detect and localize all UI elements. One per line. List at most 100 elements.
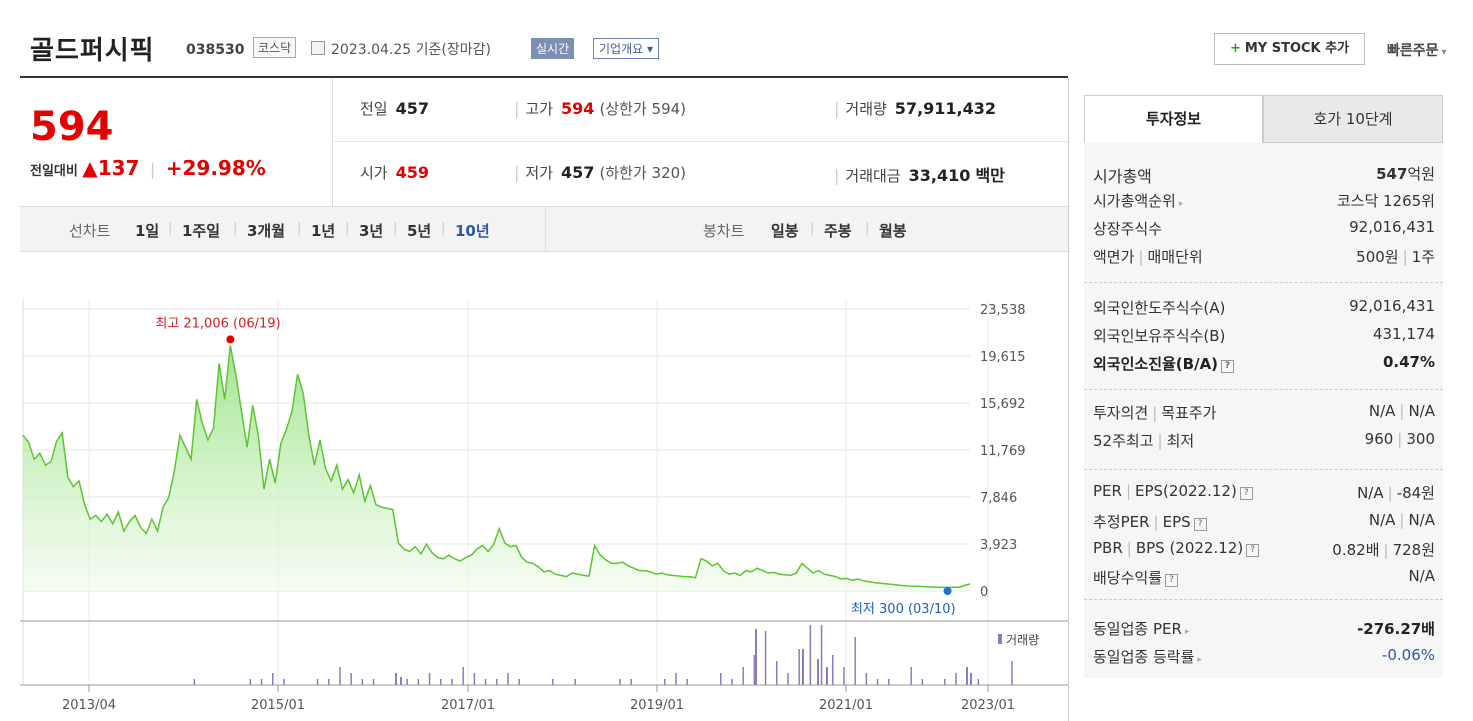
tab-separator: | [865, 221, 870, 236]
current-price: 594 [30, 104, 114, 150]
realtime-button[interactable]: 실시간 [531, 38, 575, 59]
high-value: 594 [561, 99, 595, 118]
calendar-icon [311, 41, 325, 55]
x-tick-label: 2015/01 [251, 698, 305, 713]
y-tick-label: 7,846 [980, 491, 1017, 506]
est-per-label: 추정PER | EPS? [1093, 511, 1207, 532]
tab-1day[interactable]: 1일 [135, 222, 160, 240]
per-val: N/A [1357, 484, 1384, 502]
pbr-label: PBR | BPS (2022.12)? [1093, 539, 1260, 557]
content-divider [1068, 78, 1069, 721]
trade-amount: | 거래대금 33,410 백만 [834, 162, 1005, 186]
par-unit-label: 액면가 | 매매단위 [1093, 246, 1203, 267]
header-divider [20, 76, 1068, 78]
x-tick-label: 2017/01 [441, 698, 495, 713]
volume-bar [820, 625, 823, 685]
amount-label: 거래대금 [845, 167, 901, 185]
est-per-text: 추정PER [1093, 513, 1150, 531]
volume-bar [484, 679, 487, 685]
info-row[interactable]: 동일업종 등락률 ▸ -0.06% [1093, 646, 1435, 674]
market-cap-unit: 억원 [1407, 165, 1435, 183]
corp-info-dropdown[interactable]: 기업개요 ▾ [593, 38, 659, 59]
up-arrow-icon: ▲ [82, 156, 98, 180]
low-label: 저가 [525, 164, 553, 182]
price-chart[interactable]: 23,538 19,615 15,692 11,769 7,846 3,923 0 2013… [20, 252, 1068, 721]
tab-3year[interactable]: 3년 [359, 222, 384, 240]
y-tick-label: 15,692 [980, 397, 1026, 412]
volume-bar [339, 667, 341, 685]
per-text: PER [1093, 482, 1122, 500]
tab-monthly-candle[interactable]: 월봉 [879, 222, 907, 240]
volume-bar [630, 679, 632, 685]
pbr-value: 0.82배 | 728원 [1332, 539, 1435, 560]
volume-bar [843, 667, 845, 685]
help-icon[interactable]: ? [1221, 360, 1235, 373]
info-row: 외국인소진율(B/A)? 0.47% [1093, 353, 1435, 381]
help-icon[interactable]: ? [1193, 518, 1207, 531]
foreign-hold-label: 외국인보유주식수(B) [1093, 327, 1226, 345]
volume-bar [193, 679, 196, 685]
value-separator: | [1138, 248, 1144, 266]
tab-10year[interactable]: 10년 [455, 222, 490, 240]
volume-bar [619, 679, 621, 685]
info-row[interactable]: 동일업종 PER ▸ -276.27배 [1093, 618, 1435, 646]
info-row[interactable]: 시가총액순위 ▸ 코스닥 1265위 [1093, 190, 1435, 218]
volume-bar [451, 679, 453, 685]
foreign-ratio-value: 0.47% [1382, 353, 1435, 371]
ind-per-label: 동일업종 PER ▸ [1093, 618, 1189, 639]
add-my-stock-button[interactable]: + MY STOCK 추가 [1214, 33, 1365, 65]
tab-1week[interactable]: 1주일 [182, 222, 221, 240]
help-icon[interactable]: ? [1165, 574, 1179, 587]
arrow-right-icon: ▸ [1184, 627, 1190, 637]
tab-5year[interactable]: 5년 [407, 222, 432, 240]
volume-bar [686, 679, 688, 685]
bps-val: 728원 [1392, 541, 1435, 559]
foreign-ratio-text: 외국인소진율(B/A) [1093, 355, 1219, 373]
tab-investment-info[interactable]: 투자정보 [1084, 95, 1263, 143]
value-separator: | [1126, 539, 1132, 557]
per-label: PER | EPS(2022.12)? [1093, 482, 1253, 500]
volume-bar [865, 673, 868, 685]
market-cap-number: 547 [1376, 165, 1408, 183]
change-label: 전일대비 [30, 164, 78, 179]
high-label: 고가 [525, 100, 553, 118]
low-price: | 저가 457 (하한가 320) [514, 162, 686, 183]
stock-name: 골드퍼시픽 [30, 36, 155, 66]
volume-value: 57,911,432 [894, 99, 997, 118]
volume-bar [518, 679, 520, 685]
value-separator: | [1387, 484, 1393, 502]
quick-order-button[interactable]: 빠른주문 ▾ [1387, 40, 1447, 60]
prev-close-value: 457 [395, 99, 430, 118]
x-axis: 2013/04 2015/01 2017/01 2019/01 2021/01 2023/… [62, 685, 1015, 713]
w52-high-text: 52주최고 [1093, 432, 1154, 450]
value-separator: | [1125, 482, 1132, 500]
tab-1year[interactable]: 1년 [311, 222, 336, 240]
opinion-value: N/A | N/A [1369, 402, 1435, 420]
tab-separator: | [233, 221, 238, 236]
info-row: 외국인한도주식수(A) 92,016,431 [1093, 297, 1435, 325]
info-row: 액면가 | 매매단위 500원 | 1주 [1093, 246, 1435, 274]
help-icon[interactable]: ? [1246, 544, 1260, 557]
volume-bar [876, 679, 879, 685]
high-price: | 고가 594 (상한가 594) [514, 98, 686, 119]
volume-bar [372, 679, 375, 685]
volume-bar [798, 649, 800, 685]
volume-bar [921, 679, 924, 685]
y-tick-label: 23,538 [980, 303, 1026, 318]
line-chart-label: 선차트 [69, 222, 111, 240]
tab-weekly-candle[interactable]: 주봉 [824, 222, 852, 240]
volume-bar [970, 673, 972, 685]
amount-unit: 백만 [975, 166, 1005, 185]
arrow-right-icon: ▸ [1197, 655, 1202, 665]
volume-bar [417, 679, 420, 685]
prev-close-label: 전일 [360, 100, 388, 118]
high-marker [226, 335, 235, 344]
volume-bar [249, 679, 252, 685]
help-icon[interactable]: ? [1239, 487, 1253, 500]
candle-chart-label: 봉차트 [703, 222, 745, 240]
tab-daily-candle[interactable]: 일봉 [771, 222, 799, 240]
tab-3month[interactable]: 3개월 [247, 222, 286, 240]
stock-header: 골드퍼시픽 038530 코스닥 2023.04.25 기준(장마감) 실시간 … [0, 0, 1473, 76]
period-divider [545, 207, 546, 251]
tab-orderbook-10[interactable]: 호가 10단계 [1263, 95, 1443, 143]
